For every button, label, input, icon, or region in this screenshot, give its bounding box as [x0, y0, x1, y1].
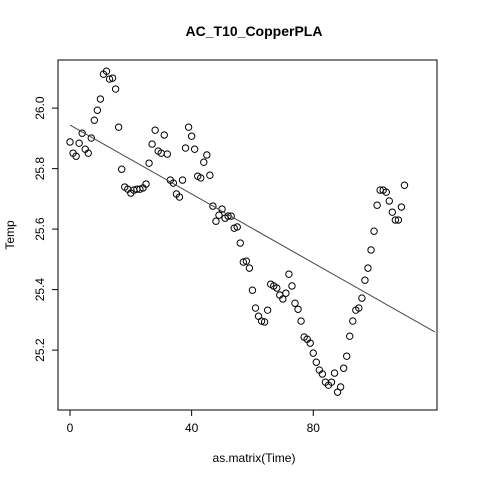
point [391, 216, 400, 224]
point [358, 294, 366, 302]
point [285, 270, 293, 278]
point [327, 378, 336, 386]
y-axis-label: Temp [3, 220, 17, 250]
point [367, 246, 375, 254]
x-tick-label: 0 [67, 421, 74, 435]
point [215, 211, 223, 219]
point [105, 75, 114, 83]
point [242, 257, 251, 265]
point [197, 174, 205, 182]
x-tick-label: 40 [185, 421, 199, 435]
point [245, 264, 254, 272]
point [151, 126, 159, 134]
point [111, 85, 120, 93]
x-tick-label: 80 [307, 421, 321, 435]
point [175, 193, 184, 201]
point [273, 284, 281, 292]
point [336, 383, 345, 391]
point [181, 144, 190, 152]
point [93, 106, 102, 114]
point [263, 306, 272, 314]
point [394, 216, 403, 224]
point [385, 197, 393, 205]
point [306, 339, 314, 347]
point [117, 165, 126, 173]
point [66, 138, 74, 146]
y-tick-label: 25.6 [33, 217, 47, 241]
point [108, 74, 117, 82]
point [90, 116, 99, 124]
point [282, 289, 290, 297]
point [233, 223, 241, 231]
point [260, 318, 269, 326]
point [294, 305, 302, 313]
point [160, 131, 168, 139]
y-tick-label: 25.4 [33, 278, 47, 302]
point [96, 95, 105, 103]
point [364, 264, 372, 272]
point [236, 239, 244, 247]
point [330, 369, 339, 377]
point [72, 152, 80, 160]
point [227, 212, 235, 220]
point [312, 358, 320, 366]
y-tick-label: 25.8 [33, 157, 47, 181]
point [248, 286, 257, 294]
point [279, 295, 287, 303]
point [163, 150, 172, 158]
point [148, 140, 156, 148]
point [209, 202, 217, 210]
point [355, 304, 363, 312]
point [200, 158, 208, 166]
point [251, 304, 260, 312]
x-axis-label: as.matrix(Time) [213, 451, 296, 465]
point [102, 67, 111, 75]
point [382, 188, 390, 196]
point [184, 123, 193, 131]
point [400, 181, 409, 189]
point [342, 352, 351, 360]
point [349, 317, 357, 325]
y-tick-label: 26.0 [33, 96, 47, 120]
point [309, 349, 317, 357]
point [373, 201, 381, 209]
point [288, 282, 296, 290]
point [297, 317, 305, 325]
point [239, 258, 248, 266]
point [257, 317, 266, 325]
point [187, 132, 196, 140]
point [361, 276, 369, 284]
point [212, 217, 220, 225]
point [178, 176, 187, 184]
point [346, 332, 354, 340]
point [397, 203, 406, 211]
point [142, 180, 150, 188]
point [169, 179, 178, 187]
point [206, 171, 214, 179]
point [84, 149, 92, 157]
y-tick-label: 25.2 [33, 338, 47, 362]
point [114, 123, 123, 131]
point [87, 134, 95, 142]
point [75, 139, 83, 147]
point [203, 151, 211, 159]
point [291, 299, 299, 307]
plot-box [57, 59, 438, 411]
point [370, 227, 378, 235]
point [388, 208, 397, 216]
chart-title: AC_T10_CopperPLA [186, 23, 323, 39]
point [318, 370, 327, 378]
point [339, 364, 348, 372]
point [145, 159, 153, 167]
trend-line [69, 124, 436, 333]
point [190, 145, 199, 153]
